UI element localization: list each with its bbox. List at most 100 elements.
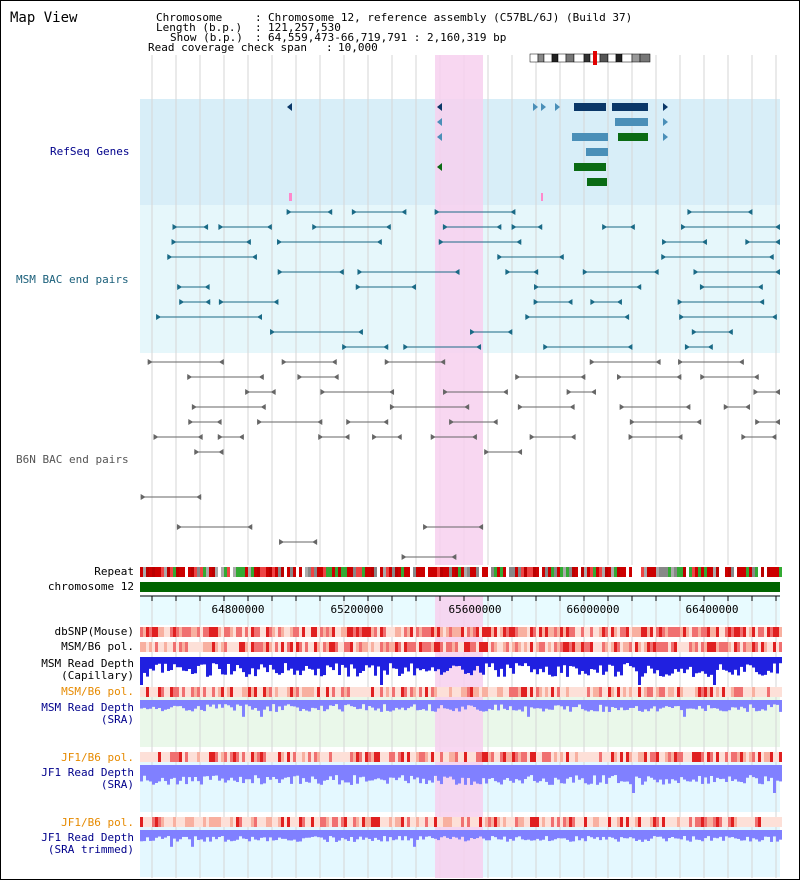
polymorphism-cell xyxy=(710,817,713,827)
polymorphism-cell xyxy=(680,642,683,652)
depth-bar xyxy=(629,657,632,667)
repeat-segment xyxy=(650,567,653,577)
depth-bar xyxy=(380,700,383,712)
polymorphism-cell xyxy=(215,642,218,652)
polymorphism-cell xyxy=(704,627,707,637)
polymorphism-cell xyxy=(257,817,260,827)
depth-bar xyxy=(530,765,533,776)
polymorphism-cell xyxy=(755,817,758,827)
polymorphism-cell xyxy=(557,817,560,827)
depth-bar xyxy=(227,765,230,781)
repeat-segment xyxy=(428,567,431,577)
polymorphism-cell xyxy=(254,687,257,697)
depth-bar xyxy=(719,765,722,780)
depth-bar xyxy=(737,700,740,710)
polymorphism-cell xyxy=(422,752,425,762)
polymorphism-cell xyxy=(557,687,560,697)
depth-bar xyxy=(518,830,521,837)
repeat-segment xyxy=(767,567,770,577)
gene-block xyxy=(572,133,608,141)
polymorphism-cell xyxy=(332,687,335,697)
polymorphism-cell xyxy=(374,687,377,697)
depth-bar xyxy=(410,657,413,664)
polymorphism-cell xyxy=(443,752,446,762)
track-label-b6n-bac[interactable]: B6N BAC end pairs xyxy=(16,453,129,466)
track-label-repeat: Repeat xyxy=(94,565,134,578)
depth-bar xyxy=(272,700,275,705)
depth-bar xyxy=(437,765,440,781)
polymorphism-cell xyxy=(554,687,557,697)
polymorphism-cell xyxy=(200,627,203,637)
depth-bar xyxy=(524,765,527,780)
track-label-msm-bac[interactable]: MSM BAC end pairs xyxy=(16,273,129,286)
bac-end xyxy=(355,284,361,290)
depth-bar xyxy=(152,765,155,785)
bac-end xyxy=(258,374,264,380)
polymorphism-cell xyxy=(482,627,485,637)
depth-bar xyxy=(413,657,416,676)
polymorphism-cell xyxy=(704,642,707,652)
polymorphism-cell xyxy=(392,817,395,827)
polymorphism-cell xyxy=(293,687,296,697)
depth-bar xyxy=(539,657,542,669)
polymorphism-cell xyxy=(713,642,716,652)
polymorphism-cell xyxy=(464,642,467,652)
polymorphism-cell xyxy=(512,752,515,762)
depth-bar xyxy=(506,765,509,779)
gene-block xyxy=(574,163,606,171)
depth-bar xyxy=(311,830,314,837)
polymorphism-cell xyxy=(410,752,413,762)
depth-bar xyxy=(446,700,449,709)
ideogram-band xyxy=(631,53,641,63)
depth-bar xyxy=(644,700,647,710)
repeat-segment xyxy=(182,567,185,577)
depth-bar xyxy=(425,657,428,672)
polymorphism-cell xyxy=(659,817,662,827)
depth-bar xyxy=(629,700,632,708)
polymorphism-cell xyxy=(746,752,749,762)
track-label-refseq[interactable]: RefSeq Genes xyxy=(50,145,130,158)
depth-bar xyxy=(380,657,383,685)
depth-bar xyxy=(404,700,407,711)
depth-bar xyxy=(392,765,395,778)
gene-block xyxy=(586,148,608,156)
repeat-segment xyxy=(572,567,575,577)
polymorphism-cell xyxy=(389,687,392,697)
bac-end xyxy=(602,224,608,230)
bac-end xyxy=(344,434,350,440)
depth-bar xyxy=(164,700,167,710)
depth-bar xyxy=(218,830,221,838)
ideogram-band xyxy=(543,53,553,63)
polymorphism-cell xyxy=(389,752,392,762)
polymorphism-cell xyxy=(638,752,641,762)
depth-bar xyxy=(398,830,401,837)
depth-bar xyxy=(686,657,689,670)
polymorphism-cell xyxy=(743,817,746,827)
repeat-segment xyxy=(623,567,626,577)
depth-bar xyxy=(212,657,215,664)
polymorphism-cell xyxy=(242,687,245,697)
depth-bar xyxy=(227,830,230,840)
polymorphism-cell xyxy=(437,642,440,652)
polymorphism-cell xyxy=(470,627,473,637)
polymorphism-cell xyxy=(167,752,170,762)
polymorphism-cell xyxy=(440,817,443,827)
depth-bar xyxy=(632,700,635,708)
depth-bar xyxy=(482,830,485,839)
polymorphism-cell xyxy=(248,687,251,697)
depth-bar xyxy=(560,830,563,839)
depth-bar xyxy=(179,765,182,781)
polymorphism-cell xyxy=(413,817,416,827)
depth-bar xyxy=(620,657,623,676)
depth-bar xyxy=(341,830,344,838)
depth-bar xyxy=(647,657,650,666)
polymorphism-cell xyxy=(749,627,752,637)
depth-bar xyxy=(725,830,728,837)
polymorphism-cell xyxy=(770,752,773,762)
depth-bar xyxy=(377,700,380,709)
depth-bar xyxy=(527,830,530,840)
gene-arrow xyxy=(663,118,668,126)
polymorphism-cell xyxy=(233,817,236,827)
depth-bar xyxy=(641,765,644,785)
